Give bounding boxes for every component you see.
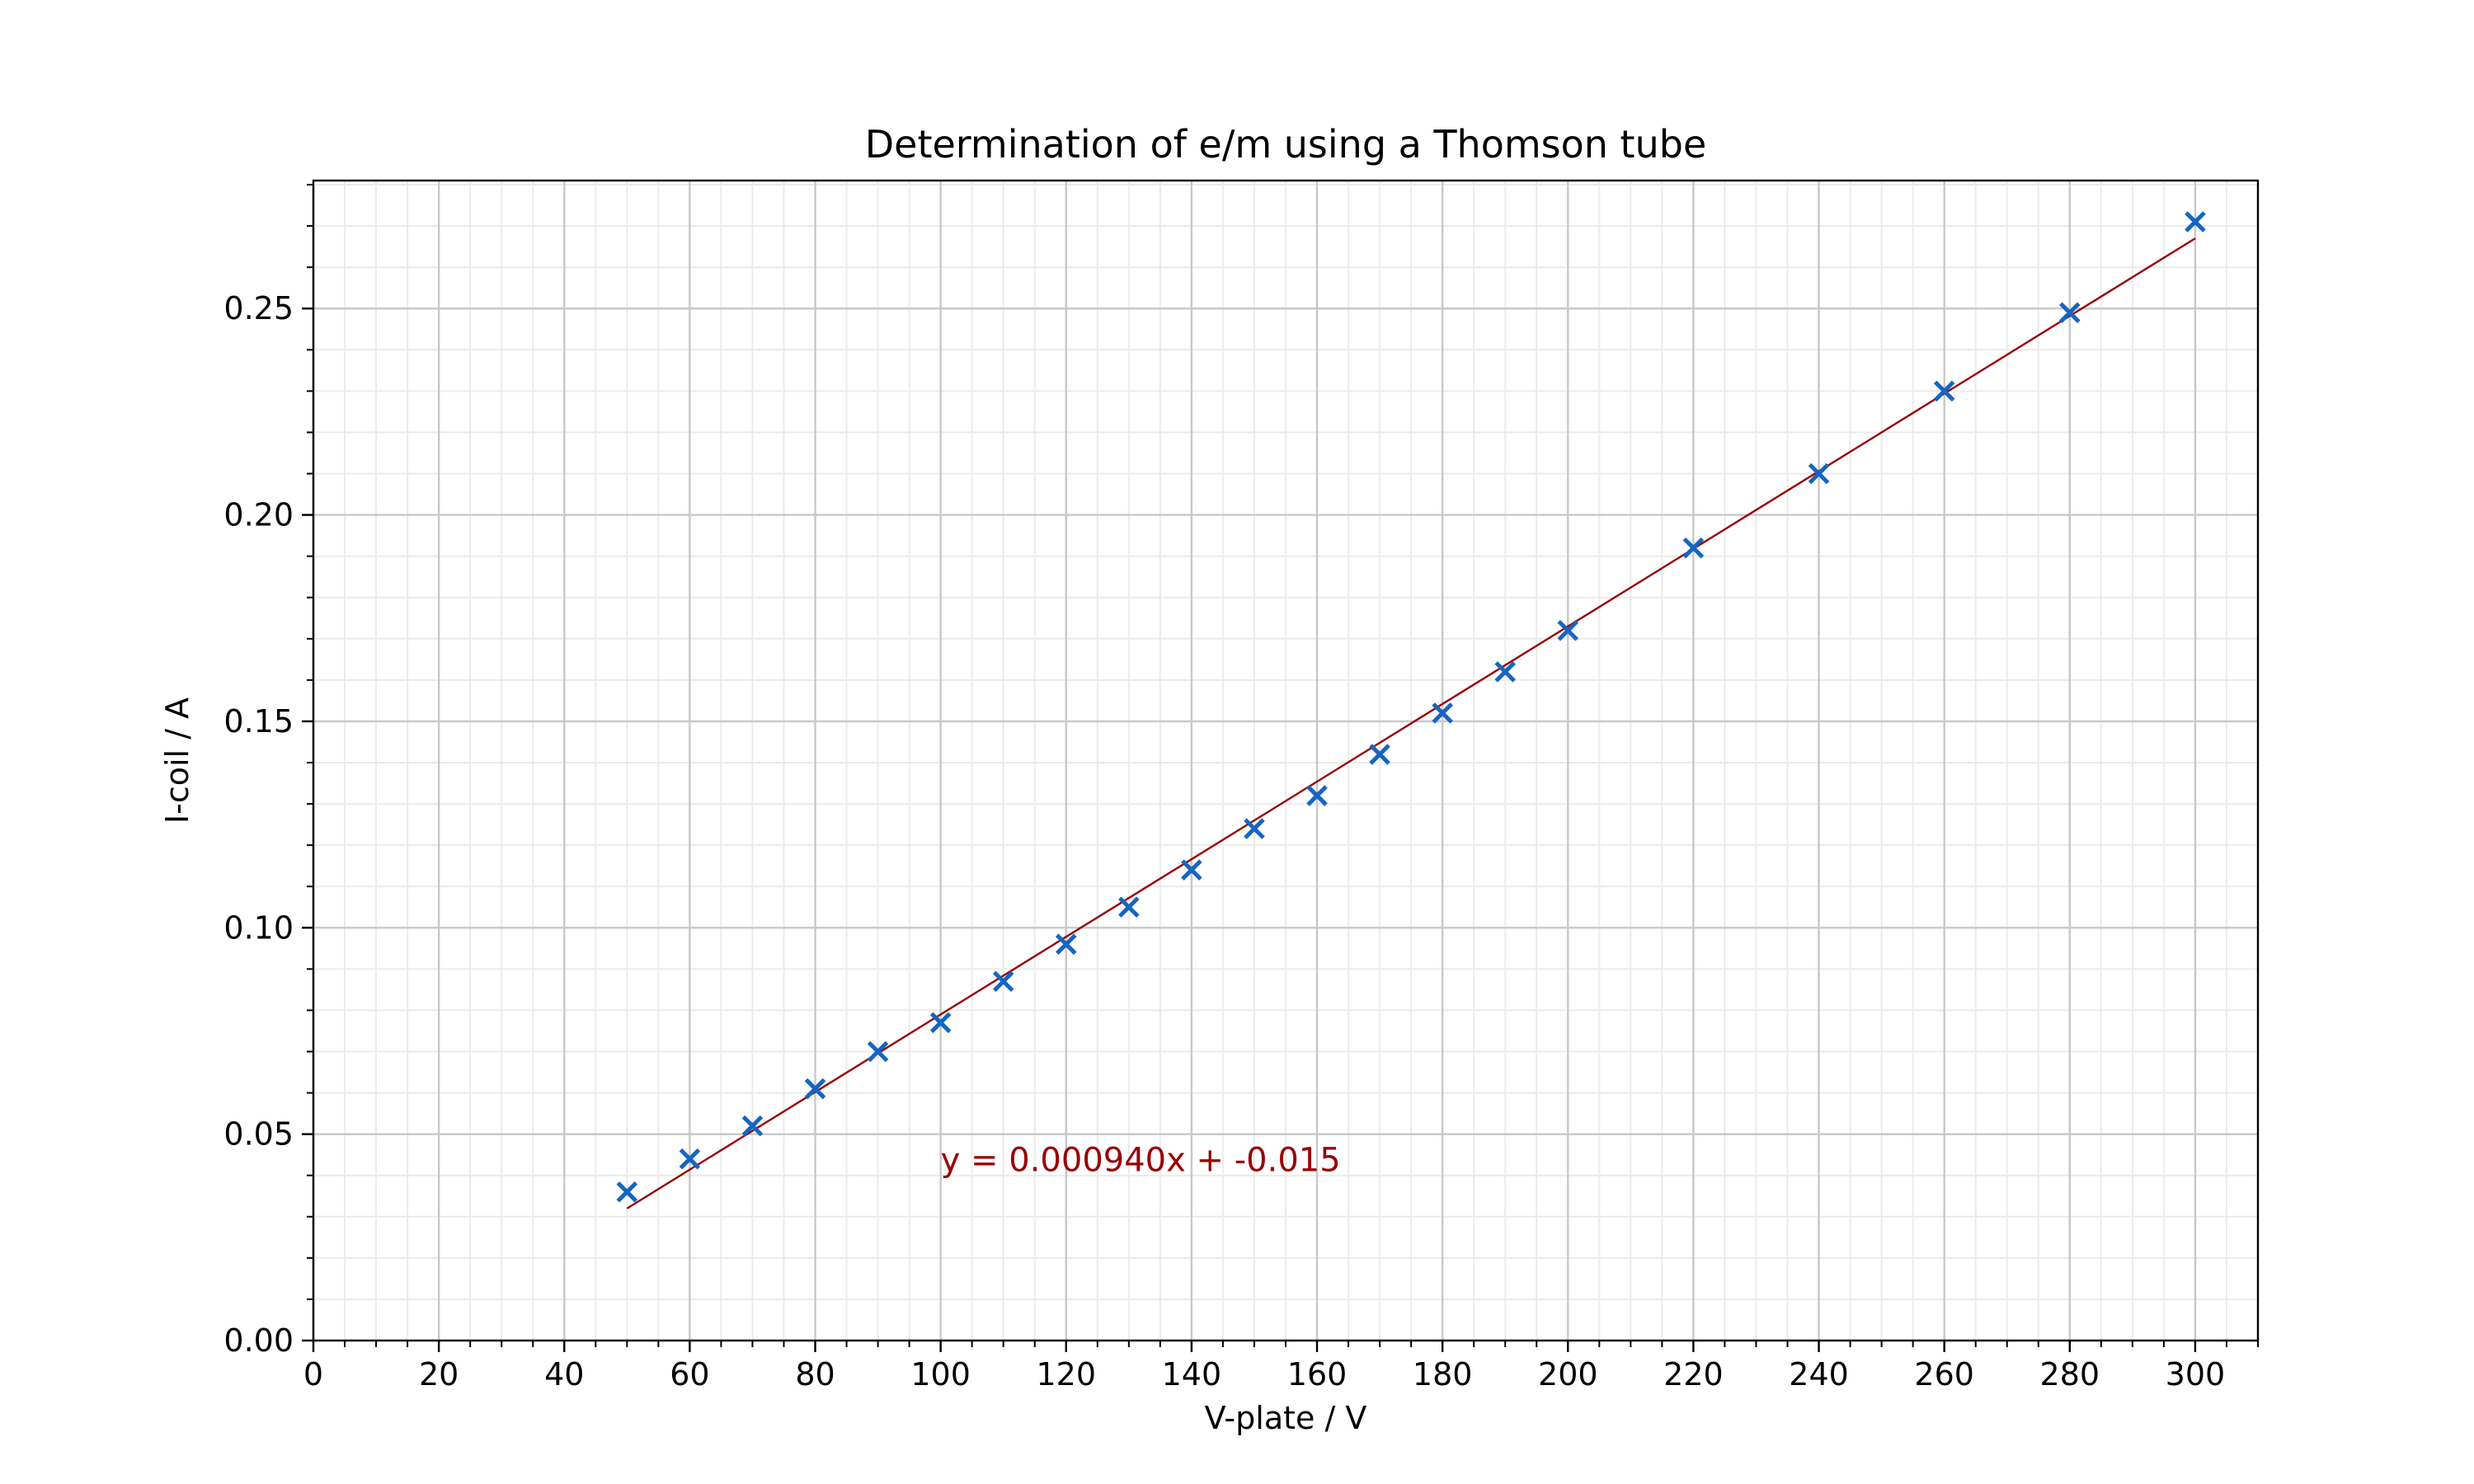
x-tick-label: 140	[1162, 1356, 1222, 1392]
chart-title: Determination of e/m using a Thomson tub…	[865, 122, 1707, 167]
data-point	[1682, 537, 1705, 559]
data-point	[616, 1181, 638, 1203]
y-tick-label: 0.00	[223, 1322, 294, 1359]
data-point	[741, 1115, 764, 1137]
x-tick-label: 160	[1287, 1356, 1348, 1392]
fit-equation-annotation: y = 0.000940x + -0.015	[941, 1142, 1341, 1180]
fit-line	[626, 237, 2196, 1209]
data-points	[616, 211, 2206, 1203]
x-tick-label: 20	[419, 1356, 459, 1392]
x-tick-label: 120	[1037, 1356, 1097, 1392]
data-point-stroke	[929, 1012, 952, 1034]
data-point	[1369, 744, 1390, 765]
data-point-stroke	[1244, 818, 1265, 839]
data-point-stroke	[1808, 463, 1830, 485]
fit-line-layer	[626, 237, 2196, 1209]
y-tick-label: 0.20	[223, 497, 294, 533]
y-tick-label: 0.15	[223, 703, 294, 740]
data-point	[1181, 859, 1202, 881]
data-point	[992, 970, 1014, 993]
data-point	[1933, 380, 1955, 402]
data-point	[1056, 933, 1077, 956]
data-point-stroke	[1181, 859, 1202, 881]
x-tick-label: 200	[1538, 1356, 1598, 1392]
data-point-stroke	[867, 1040, 889, 1063]
x-tick-label: 240	[1789, 1356, 1849, 1392]
y-tick-label: 0.25	[223, 290, 294, 326]
data-point-stroke	[2185, 211, 2206, 232]
x-tick-label: 80	[795, 1356, 835, 1392]
y-tick-label: 0.05	[223, 1116, 294, 1153]
data-point	[2185, 211, 2206, 232]
x-tick-label: 60	[670, 1356, 709, 1392]
data-point	[867, 1040, 889, 1063]
data-point-stroke	[1682, 537, 1705, 559]
x-tick-label: 0	[303, 1356, 323, 1392]
data-point-stroke	[1118, 896, 1140, 918]
x-tick-label: 260	[1914, 1356, 1974, 1392]
data-point-stroke	[1056, 933, 1077, 956]
y-axis-ticks: 0.00 0.05 0.10 0.15 0.20 0.25	[223, 184, 313, 1359]
data-point-stroke	[1432, 702, 1453, 724]
data-point	[1494, 661, 1516, 683]
x-axis-ticks: 0 20 40 60 80 100 120 140 160 180 200 220 240 260 280 3…	[303, 1341, 2259, 1392]
data-point-stroke	[992, 970, 1014, 993]
y-axis-label: I-coil / A	[159, 697, 195, 824]
data-point-stroke	[679, 1148, 701, 1170]
data-point	[1118, 896, 1140, 918]
x-tick-label: 300	[2166, 1356, 2226, 1392]
data-point	[679, 1148, 701, 1170]
x-axis-label: V-plate / V	[1205, 1400, 1367, 1436]
x-tick-label: 280	[2040, 1356, 2100, 1392]
data-point-stroke	[1494, 661, 1516, 683]
data-point-stroke	[804, 1078, 826, 1100]
data-point-stroke	[1306, 785, 1328, 806]
data-point-stroke	[1369, 744, 1390, 765]
data-point-stroke	[1557, 620, 1579, 641]
y-tick-label: 0.10	[223, 909, 294, 946]
x-tick-label: 220	[1663, 1356, 1724, 1392]
data-point	[1808, 463, 1830, 485]
x-tick-label: 40	[544, 1356, 584, 1392]
x-tick-label: 100	[910, 1356, 971, 1392]
data-point	[2059, 302, 2081, 323]
data-point-stroke	[2059, 302, 2081, 323]
data-point-stroke	[1933, 380, 1955, 402]
data-point	[1244, 818, 1265, 839]
data-point	[1306, 785, 1328, 806]
data-point	[1557, 620, 1579, 641]
x-tick-label: 180	[1413, 1356, 1473, 1392]
data-point	[1432, 702, 1453, 724]
data-point	[929, 1012, 952, 1034]
data-point-stroke	[741, 1115, 764, 1137]
data-point	[804, 1078, 826, 1100]
data-point-stroke	[616, 1181, 638, 1203]
